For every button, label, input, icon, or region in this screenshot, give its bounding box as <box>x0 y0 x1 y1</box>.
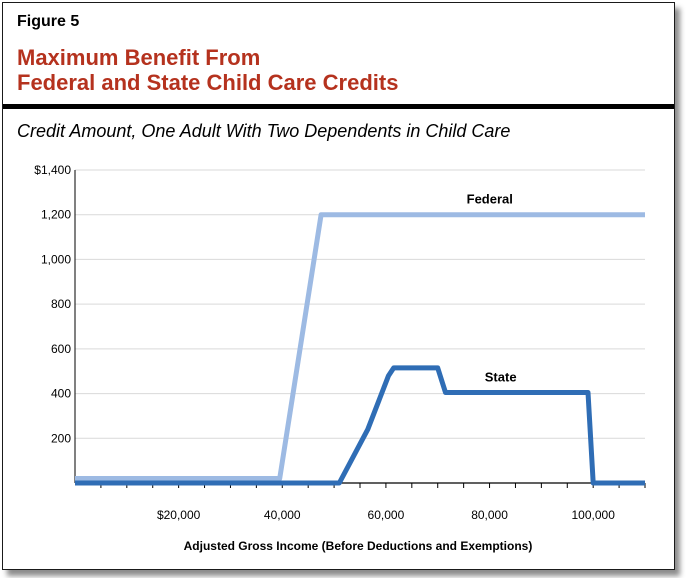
chart-subtitle: Credit Amount, One Adult With Two Depend… <box>17 121 511 141</box>
figure-number: Figure 5 <box>17 13 80 30</box>
series-line-state <box>75 365 645 486</box>
figure-title-line-2: Federal and State Child Care Credits <box>17 70 399 95</box>
title-divider <box>3 104 674 109</box>
x-tick-label: 100,000 <box>571 508 615 522</box>
x-tick-label: 80,000 <box>471 508 508 522</box>
y-tick-label: 800 <box>51 297 71 311</box>
x-tick-label: 60,000 <box>368 508 405 522</box>
x-tick-label: 40,000 <box>264 508 301 522</box>
x-tick-label: $20,000 <box>157 508 201 522</box>
x-axis-ticks: $20,000 40,000 60,000 80,000 100,000 <box>157 508 615 522</box>
y-tick-label: 600 <box>51 342 71 356</box>
figure-frame: Figure 5 Maximum Benefit From Federal an… <box>2 2 675 570</box>
chart-series <box>75 212 645 486</box>
y-tick-label: 1,200 <box>41 208 71 222</box>
y-tick-label: $1,400 <box>34 163 71 177</box>
y-tick-label: 1,000 <box>41 252 71 266</box>
figure-title: Maximum Benefit From Federal and State C… <box>17 45 657 95</box>
figure-title-line-1: Maximum Benefit From <box>17 45 261 70</box>
y-tick-label: 200 <box>51 431 71 445</box>
chart-gridlines <box>75 169 645 439</box>
series-labels: Federal State <box>467 192 517 385</box>
y-tick-label: 400 <box>51 387 71 401</box>
series-label-state: State <box>485 369 517 384</box>
series-label-federal: Federal <box>467 192 513 207</box>
x-axis-label: Adjusted Gross Income (Before Deductions… <box>184 539 533 553</box>
series-line-federal <box>75 212 645 481</box>
y-axis-ticks: 200 400 600 800 1,000 1,200 $1,400 <box>34 163 71 445</box>
